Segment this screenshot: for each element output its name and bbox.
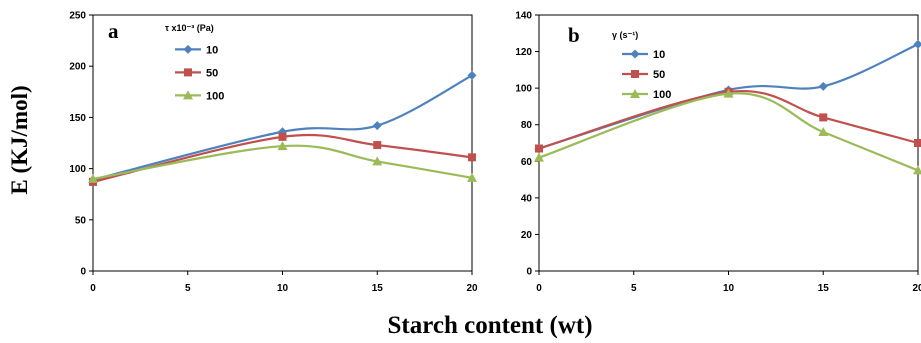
panel-a: 0 50 100 150 200 250 0 5 10 15 20 a τ x10⁻³ (Pa) 10 50…	[69, 11, 478, 295]
panel-label: a	[108, 19, 119, 43]
legend-marker-100	[183, 90, 193, 100]
y-tick-label: 40	[521, 193, 533, 204]
y-tick-label: 60	[521, 157, 533, 168]
y-tick-label: 100	[69, 164, 86, 175]
panel-label: b	[568, 23, 580, 47]
data-point-50-0	[535, 144, 543, 153]
y-tick-label: 0	[80, 267, 86, 278]
legend-label-100: 100	[206, 90, 224, 102]
series-line-100	[538, 92, 919, 172]
y-tick-label: 100	[515, 84, 532, 95]
legend-label-100: 100	[653, 89, 671, 101]
legend-label-50: 50	[653, 69, 665, 81]
legend-marker-10	[183, 44, 193, 54]
legend-label-10: 10	[206, 44, 218, 56]
y-tick-label: 140	[515, 11, 532, 22]
x-tick-label: 10	[723, 283, 735, 294]
data-point-50-20	[468, 153, 476, 162]
y-tick-label: 20	[521, 230, 533, 241]
panel-b: 0 20 40 60 80 100 120 140 0 5 10 15 20 b γ (s⁻¹) 10 50 10…	[515, 11, 921, 294]
y-tick-label: 250	[69, 11, 86, 22]
legend-marker-100	[630, 89, 640, 98]
y-tick-label: 150	[69, 113, 86, 124]
y-tick-label: 80	[521, 120, 533, 131]
series-line-100	[92, 144, 473, 180]
legend-marker-10	[630, 49, 640, 59]
x-tick-label: 15	[818, 283, 830, 294]
y-tick-label: 50	[75, 215, 87, 226]
legend-marker-50	[631, 70, 639, 78]
x-tick-label: 5	[631, 283, 637, 294]
y-axis-label: E (KJ/mol)	[7, 85, 32, 194]
data-point-100-0	[534, 152, 544, 162]
data-point-50-20	[914, 139, 921, 147]
y-tick-label: 0	[526, 267, 532, 278]
data-point-10-20	[467, 70, 477, 80]
x-tick-label: 0	[90, 283, 96, 294]
x-tick-label: 20	[912, 283, 921, 294]
x-tick-label: 15	[372, 283, 384, 294]
series-line-50	[92, 133, 473, 183]
data-point-10-20	[913, 39, 921, 49]
data-point-50-15	[819, 113, 828, 122]
data-point-10-15	[818, 81, 828, 91]
series-line-50	[538, 89, 919, 150]
legend: γ (s⁻¹) 10 50 100	[612, 30, 671, 101]
x-tick-label: 10	[277, 283, 289, 294]
legend-label-10: 10	[653, 49, 665, 61]
legend-title: γ (s⁻¹)	[612, 30, 638, 40]
data-point-100-15	[372, 156, 383, 166]
data-point-100-10	[723, 88, 734, 98]
data-point-10-15	[372, 121, 382, 131]
series-line-10	[92, 74, 473, 181]
data-point-50-10	[278, 132, 287, 141]
data-point-50-15	[373, 141, 382, 150]
data-point-100-15	[818, 127, 829, 137]
data-point-100-20	[467, 172, 477, 182]
data-point-100-0	[88, 173, 98, 183]
plot-frame	[538, 14, 919, 272]
y-tick-label: 120	[515, 47, 532, 58]
x-tick-label: 20	[466, 283, 478, 294]
x-axis-label: Starch content (wt)	[387, 312, 592, 339]
x-tick-label: 0	[536, 283, 542, 294]
data-point-100-20	[913, 165, 921, 175]
legend: τ x10⁻³ (Pa) 10 50 100	[165, 23, 224, 102]
legend-label-50: 50	[206, 67, 218, 79]
data-point-100-10	[277, 141, 288, 151]
y-tick-label: 200	[69, 62, 86, 73]
legend-title: τ x10⁻³ (Pa)	[165, 23, 214, 33]
legend-marker-50	[184, 68, 192, 77]
x-tick-label: 5	[185, 283, 191, 294]
